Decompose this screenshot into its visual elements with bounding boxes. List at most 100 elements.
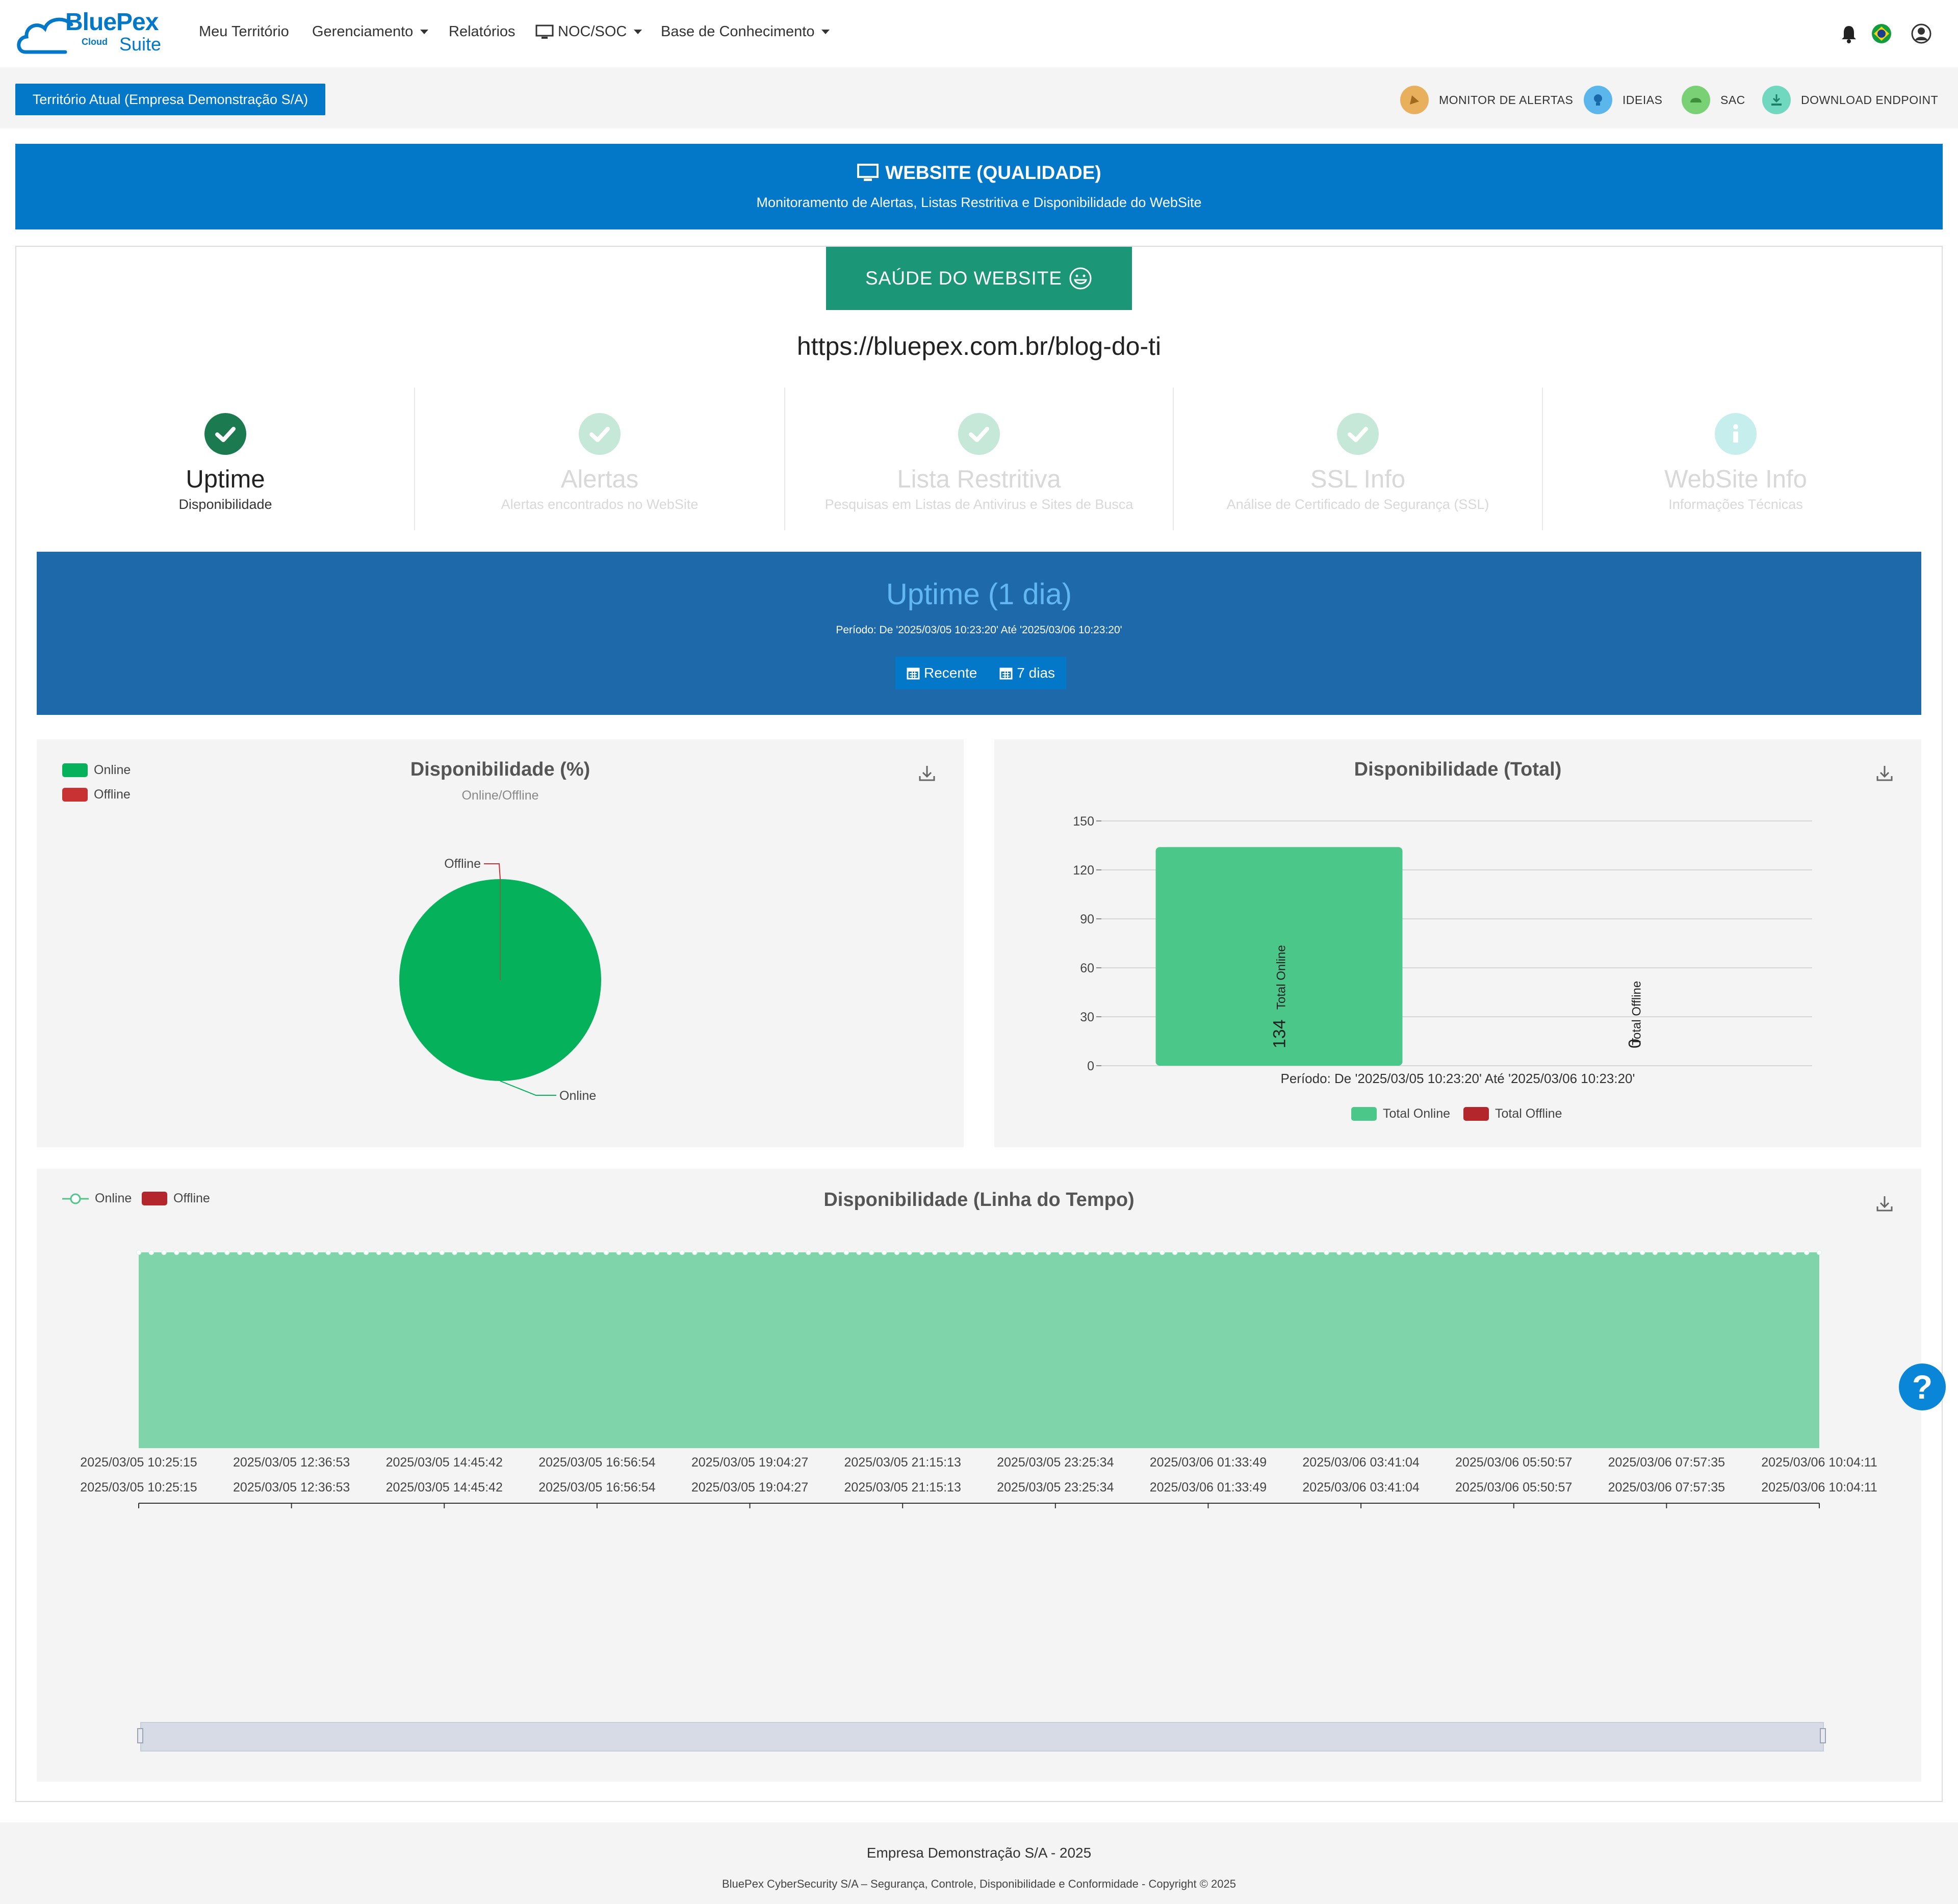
- data-point[interactable]: [1324, 1249, 1329, 1255]
- data-point[interactable]: [1715, 1249, 1721, 1255]
- data-point[interactable]: [1058, 1249, 1064, 1255]
- data-point[interactable]: [1526, 1249, 1532, 1255]
- data-point[interactable]: [300, 1249, 306, 1255]
- data-point[interactable]: [730, 1249, 736, 1255]
- data-point[interactable]: [212, 1249, 217, 1255]
- data-point[interactable]: [1551, 1249, 1557, 1255]
- download-chart-icon[interactable]: [1875, 1194, 1894, 1213]
- legend-offline[interactable]: Offline: [62, 787, 131, 802]
- data-point[interactable]: [894, 1249, 900, 1255]
- current-territory-button[interactable]: Território Atual (Empresa Demonstração S…: [15, 84, 325, 115]
- nav-relatorios[interactable]: Relatórios: [449, 23, 516, 40]
- data-point[interactable]: [363, 1249, 369, 1255]
- data-point[interactable]: [1412, 1249, 1418, 1255]
- data-point[interactable]: [1311, 1249, 1317, 1255]
- data-point[interactable]: [1374, 1249, 1380, 1255]
- data-point[interactable]: [1576, 1249, 1582, 1255]
- data-point[interactable]: [793, 1249, 798, 1255]
- data-point[interactable]: [1602, 1249, 1607, 1255]
- data-point[interactable]: [1488, 1249, 1493, 1255]
- data-point[interactable]: [376, 1249, 382, 1255]
- data-point[interactable]: [1285, 1249, 1292, 1255]
- data-point[interactable]: [995, 1249, 1001, 1255]
- data-point[interactable]: [1804, 1249, 1810, 1255]
- data-point[interactable]: [1564, 1249, 1569, 1255]
- data-point[interactable]: [1160, 1249, 1165, 1255]
- data-point[interactable]: [666, 1249, 673, 1255]
- data-point[interactable]: [426, 1249, 432, 1255]
- data-point[interactable]: [590, 1249, 597, 1255]
- data-point[interactable]: [907, 1249, 912, 1255]
- data-point[interactable]: [1753, 1249, 1759, 1255]
- data-point[interactable]: [1248, 1249, 1254, 1255]
- data-point[interactable]: [1425, 1249, 1431, 1255]
- data-point[interactable]: [1260, 1249, 1266, 1255]
- data-point[interactable]: [351, 1249, 356, 1255]
- legend-online[interactable]: Online: [62, 1191, 132, 1206]
- data-point[interactable]: [148, 1249, 154, 1255]
- recent-range-button[interactable]: Recente: [895, 657, 989, 689]
- data-point[interactable]: [704, 1249, 710, 1255]
- data-point[interactable]: [1589, 1249, 1595, 1255]
- data-point[interactable]: [439, 1249, 445, 1255]
- step-uptime[interactable]: Uptime Disponibilidade: [37, 388, 414, 530]
- data-point[interactable]: [1210, 1249, 1216, 1255]
- data-point[interactable]: [780, 1249, 786, 1255]
- data-point[interactable]: [527, 1249, 533, 1255]
- data-point[interactable]: [1336, 1249, 1342, 1255]
- legend-total-offline[interactable]: Total Offline: [1463, 1107, 1562, 1121]
- data-point[interactable]: [262, 1249, 268, 1255]
- data-point[interactable]: [679, 1249, 685, 1255]
- data-point[interactable]: [919, 1249, 925, 1255]
- bell-icon[interactable]: [1839, 23, 1859, 44]
- zoom-handle-left[interactable]: [137, 1728, 143, 1743]
- monitor-alertas-link[interactable]: MONITOR DE ALERTAS: [1400, 85, 1573, 115]
- data-point[interactable]: [603, 1249, 609, 1255]
- nav-meu-territorio[interactable]: Meu Território: [199, 23, 289, 40]
- data-point[interactable]: [452, 1249, 457, 1255]
- data-point[interactable]: [1084, 1249, 1089, 1255]
- data-point[interactable]: [553, 1249, 559, 1255]
- data-point[interactable]: [881, 1249, 887, 1255]
- data-point[interactable]: [1627, 1249, 1633, 1255]
- data-point[interactable]: [389, 1249, 394, 1255]
- data-point[interactable]: [970, 1249, 975, 1255]
- data-point[interactable]: [717, 1249, 723, 1255]
- data-point[interactable]: [932, 1249, 938, 1255]
- step-ssl-info[interactable]: SSL Info Análise de Certificado de Segur…: [1174, 388, 1542, 530]
- data-point[interactable]: [1046, 1249, 1051, 1255]
- data-point[interactable]: [224, 1249, 230, 1255]
- data-point[interactable]: [1639, 1249, 1645, 1255]
- data-point[interactable]: [856, 1249, 862, 1255]
- data-point[interactable]: [1779, 1249, 1784, 1255]
- data-point[interactable]: [465, 1249, 470, 1255]
- data-point[interactable]: [1450, 1249, 1456, 1255]
- data-point[interactable]: [1298, 1249, 1304, 1255]
- data-point[interactable]: [1690, 1249, 1696, 1255]
- legend-total-online[interactable]: Total Online: [1351, 1107, 1450, 1121]
- data-point[interactable]: [401, 1249, 407, 1255]
- data-point[interactable]: [1184, 1249, 1191, 1255]
- data-point[interactable]: [338, 1249, 344, 1255]
- data-point[interactable]: [1033, 1249, 1039, 1255]
- data-point[interactable]: [578, 1249, 584, 1255]
- step-lista-restritiva[interactable]: Lista Restritiva Pesquisas em Listas de …: [785, 388, 1173, 530]
- data-point[interactable]: [641, 1249, 647, 1255]
- data-point[interactable]: [654, 1249, 660, 1255]
- data-point[interactable]: [1678, 1249, 1683, 1255]
- data-point[interactable]: [1816, 1249, 1822, 1255]
- data-point[interactable]: [313, 1249, 319, 1255]
- data-point[interactable]: [1652, 1249, 1658, 1255]
- data-point[interactable]: [843, 1249, 849, 1255]
- data-point[interactable]: [136, 1249, 142, 1255]
- data-point[interactable]: [1361, 1249, 1368, 1255]
- data-point[interactable]: [325, 1249, 331, 1255]
- data-point[interactable]: [490, 1249, 496, 1255]
- data-point[interactable]: [1399, 1249, 1405, 1255]
- data-point[interactable]: [1703, 1249, 1709, 1255]
- data-point[interactable]: [1501, 1249, 1506, 1255]
- data-point[interactable]: [1222, 1249, 1228, 1255]
- data-point[interactable]: [1791, 1249, 1797, 1255]
- step-website-info[interactable]: WebSite Info Informações Técnicas: [1543, 388, 1928, 530]
- ideias-link[interactable]: IDEIAS: [1584, 85, 1662, 115]
